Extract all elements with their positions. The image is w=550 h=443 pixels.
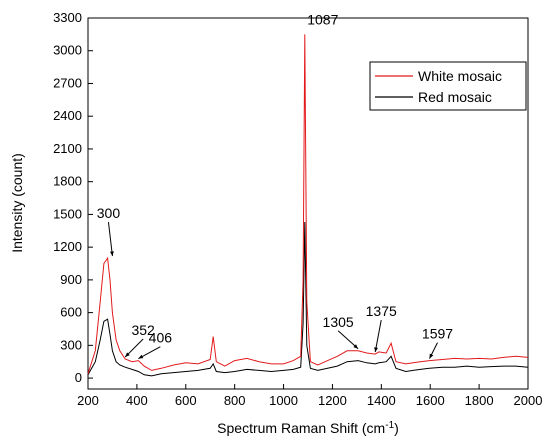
series-line-red-mosaic <box>87 221 529 377</box>
annotation-arrowhead <box>109 251 114 257</box>
y-tick-label: 3000 <box>53 43 82 58</box>
peak-label-406: 406 <box>149 330 173 346</box>
peak-label-352: 352 <box>131 322 155 338</box>
x-tick-label: 200 <box>77 393 99 408</box>
peak-label-1375: 1375 <box>366 303 397 319</box>
series-line-white-mosaic <box>87 34 529 374</box>
y-tick-label: 2400 <box>53 108 82 123</box>
annotation-arrowhead <box>429 353 434 359</box>
x-axis-label-superscript: -1 <box>385 420 394 431</box>
y-tick-label: 1200 <box>53 239 82 254</box>
annotation-arrowhead <box>374 347 378 353</box>
x-axis: 200 400 600 800 1000 1200 1400 1600 1800 2000 <box>77 384 542 408</box>
y-axis-label: Intensity (count) <box>9 153 25 253</box>
annotation-arrow <box>107 222 113 257</box>
x-tick-label: 800 <box>224 393 246 408</box>
annotation-arrowhead <box>138 354 144 359</box>
x-tick-label: 1200 <box>318 393 347 408</box>
y-tick-label: 2100 <box>53 141 82 156</box>
legend-label-white-mosaic: White mosaic <box>418 68 502 84</box>
peak-label-300: 300 <box>97 205 121 221</box>
x-tick-label: 1600 <box>416 393 445 408</box>
y-tick-label: 0 <box>75 370 82 385</box>
y-tick-label: 1500 <box>53 206 82 221</box>
y-tick-label: 1800 <box>53 174 82 189</box>
y-axis: 0 300 600 900 1200 1500 1800 2100 2400 2700 3000 33… <box>53 10 93 385</box>
x-tick-label: 1800 <box>465 393 494 408</box>
x-axis-label: Spectrum Raman Shift (cm-1) <box>217 420 399 436</box>
legend-box <box>369 61 527 111</box>
y-tick-label: 600 <box>60 305 82 320</box>
y-tick-label: 3300 <box>53 10 82 25</box>
y-tick-label: 300 <box>60 337 82 352</box>
y-tick-label: 900 <box>60 272 82 287</box>
x-axis-label-main: Spectrum Raman Shift (cm <box>217 420 385 436</box>
y-tick-label: 2700 <box>53 75 82 90</box>
annotation-arrowhead <box>353 344 359 349</box>
annotation-arrowhead <box>125 352 130 357</box>
legend: White mosaic Red mosaic <box>369 61 527 111</box>
peak-label-1087: 1087 <box>307 11 338 27</box>
series-group <box>87 34 529 377</box>
x-axis-label-end: ) <box>394 420 399 436</box>
x-tick-label: 600 <box>175 393 197 408</box>
annotation-arrow <box>374 319 382 353</box>
x-tick-label: 2000 <box>514 393 543 408</box>
legend-label-red-mosaic: Red mosaic <box>418 89 492 105</box>
peak-label-1305: 1305 <box>323 314 354 330</box>
x-tick-label: 400 <box>126 393 148 408</box>
x-tick-label: 1400 <box>367 393 396 408</box>
x-tick-label: 1000 <box>269 393 298 408</box>
peak-label-1597: 1597 <box>422 326 453 342</box>
